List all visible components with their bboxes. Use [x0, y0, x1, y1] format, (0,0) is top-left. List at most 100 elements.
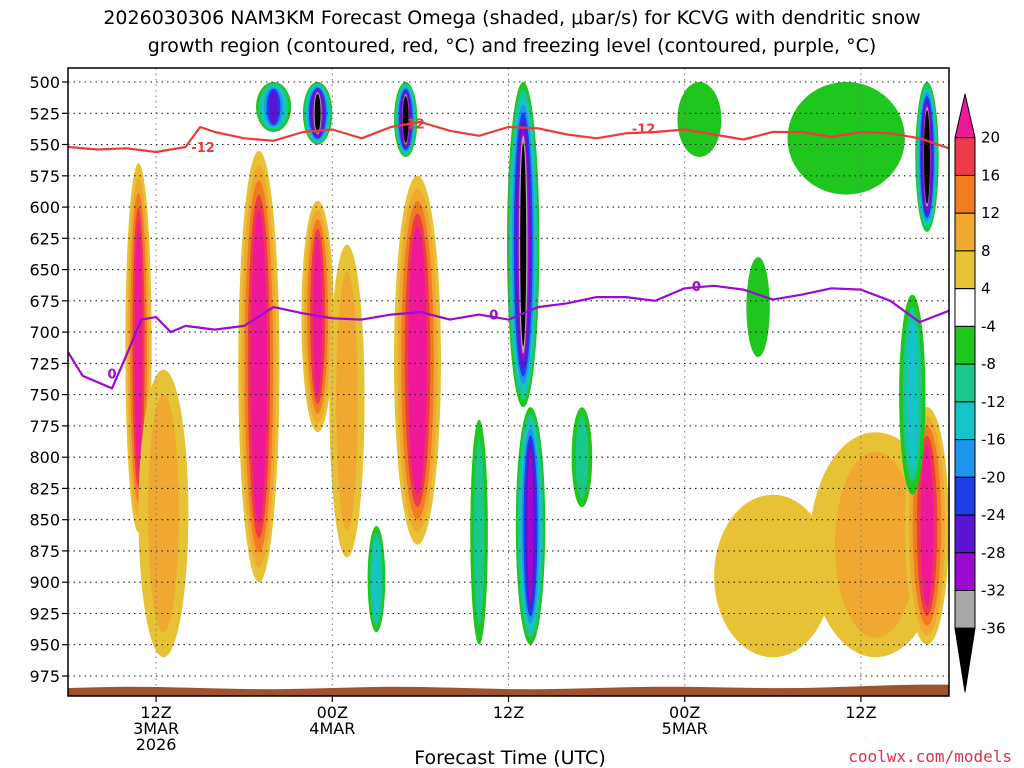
- y-tick-label: 600: [29, 198, 60, 217]
- x-tick-label: 5MAR: [662, 719, 708, 738]
- omega-feature: [507, 82, 540, 408]
- y-tick-label: 750: [29, 386, 60, 405]
- colorbar-tick-label: -24: [981, 506, 1006, 524]
- omega-level: [924, 110, 930, 204]
- omega-feature: [302, 82, 333, 145]
- omega-feature: [238, 150, 280, 583]
- colorbar-tick-label: -20: [981, 468, 1006, 486]
- omega-level: [336, 271, 358, 531]
- y-tick-label: 925: [29, 605, 60, 624]
- contour-label: -12: [401, 117, 425, 132]
- omega-level: [473, 439, 485, 626]
- terrain-fill: [68, 684, 949, 696]
- dendritic-contour-line: [68, 120, 949, 154]
- omega-level: [520, 143, 527, 347]
- y-tick-label: 650: [29, 261, 60, 280]
- colorbar-tick-label: -4: [981, 317, 996, 335]
- omega-feature: [787, 82, 905, 195]
- freezing-level-contour-line: [68, 284, 949, 390]
- colorbar-bin: [954, 439, 976, 478]
- x-tick-label: 12Z: [845, 703, 876, 722]
- omega-level: [787, 82, 905, 195]
- colorbar-bin: [954, 363, 976, 403]
- colorbar-bin: [954, 476, 976, 516]
- omega-level: [314, 93, 321, 133]
- y-tick-label: 775: [29, 417, 60, 436]
- chart-title-line2: growth region (contoured, red, °C) and f…: [148, 35, 877, 57]
- contour-label: 0: [692, 280, 701, 295]
- y-tick-label: 800: [29, 448, 60, 467]
- x-tick-label: 4MAR: [309, 719, 355, 738]
- colorbar-tick-label: 8: [981, 242, 991, 260]
- x-tick-label: 12Z: [140, 703, 171, 722]
- omega-level: [411, 238, 424, 482]
- x-tick-label: 00Z: [669, 703, 700, 722]
- y-tick-label: 625: [29, 229, 60, 248]
- colorbar-tick-label: 4: [981, 280, 991, 298]
- colorbar-bin: [954, 514, 976, 554]
- omega-feature: [714, 494, 832, 658]
- omega-level: [134, 222, 143, 473]
- contour-label: -12: [191, 141, 215, 156]
- omega-level: [677, 82, 722, 157]
- omega-level: [253, 224, 264, 509]
- omega-level: [834, 451, 917, 638]
- colorbar-tick-label: 16: [981, 167, 1000, 185]
- omega-level: [269, 90, 278, 124]
- omega-level: [746, 257, 770, 358]
- credit-link[interactable]: coolwx.com/models: [848, 747, 1012, 766]
- colorbar-bin: [954, 325, 976, 365]
- omega-feature: [329, 244, 365, 558]
- y-tick-label: 875: [29, 542, 60, 561]
- colorbar-tick-label: -32: [981, 582, 1006, 600]
- omega-feature: [367, 526, 386, 633]
- y-tick-label: 900: [29, 573, 60, 592]
- colorbar-tick-label: -28: [981, 544, 1006, 562]
- omega-feature: [470, 419, 488, 645]
- colorbar-bin: [954, 288, 976, 327]
- y-tick-label: 825: [29, 479, 60, 498]
- x-tick-label: 2026: [136, 735, 177, 754]
- grid-lines: [68, 68, 949, 696]
- omega-level: [148, 394, 179, 633]
- omega-feature: [899, 294, 926, 495]
- colorbar-tick-label: 12: [981, 204, 1000, 222]
- contour-label: 0: [489, 309, 498, 324]
- omega-feature: [394, 82, 418, 157]
- colorbar-tick-label: -8: [981, 355, 996, 373]
- chart-title-line1: 2026030306 NAM3KM Forecast Omega (shaded…: [103, 7, 920, 29]
- omega-shading: [125, 82, 949, 658]
- temperature-contours: -12 -12 -12 0 0 0: [68, 117, 949, 390]
- colorbar-bottom-arrow: [954, 627, 976, 693]
- colorbar-tick-label: -12: [981, 393, 1006, 411]
- y-tick-label: 525: [29, 104, 60, 123]
- colorbar-bin: [954, 212, 976, 252]
- omega-feature: [915, 82, 939, 232]
- colorbar-bin: [954, 175, 976, 214]
- omega-feature: [571, 407, 593, 508]
- x-tick-label: 3MAR: [133, 719, 179, 738]
- omega-level: [575, 415, 589, 499]
- colorbar-bin: [954, 590, 976, 629]
- omega-level: [906, 319, 919, 470]
- colorbar-bin: [954, 552, 976, 591]
- terrain: [68, 684, 949, 696]
- y-tick-label: 700: [29, 323, 60, 342]
- colorbar-bin: [954, 250, 976, 290]
- y-axis: 500 525 550 575 600 625 650 675 700 725 750 775 800 8…: [29, 73, 68, 686]
- omega-level: [527, 449, 534, 603]
- contour-label: -12: [632, 122, 656, 137]
- y-tick-label: 975: [29, 667, 60, 686]
- omega-feature: [515, 407, 546, 645]
- x-axis-label: Forecast Time (UTC): [414, 747, 605, 768]
- colorbar-tick-label: -36: [981, 619, 1006, 637]
- omega-feature: [746, 257, 770, 358]
- omega-feature: [677, 82, 722, 157]
- x-tick-label: 12Z: [493, 703, 524, 722]
- colorbar-bin: [954, 137, 976, 176]
- y-tick-label: 575: [29, 167, 60, 186]
- colorbar: 20 16 12 8 4 -4 -8 -12 -16 -20 -24 -28 -32 -36: [954, 93, 1006, 693]
- x-tick-label: 00Z: [317, 703, 348, 722]
